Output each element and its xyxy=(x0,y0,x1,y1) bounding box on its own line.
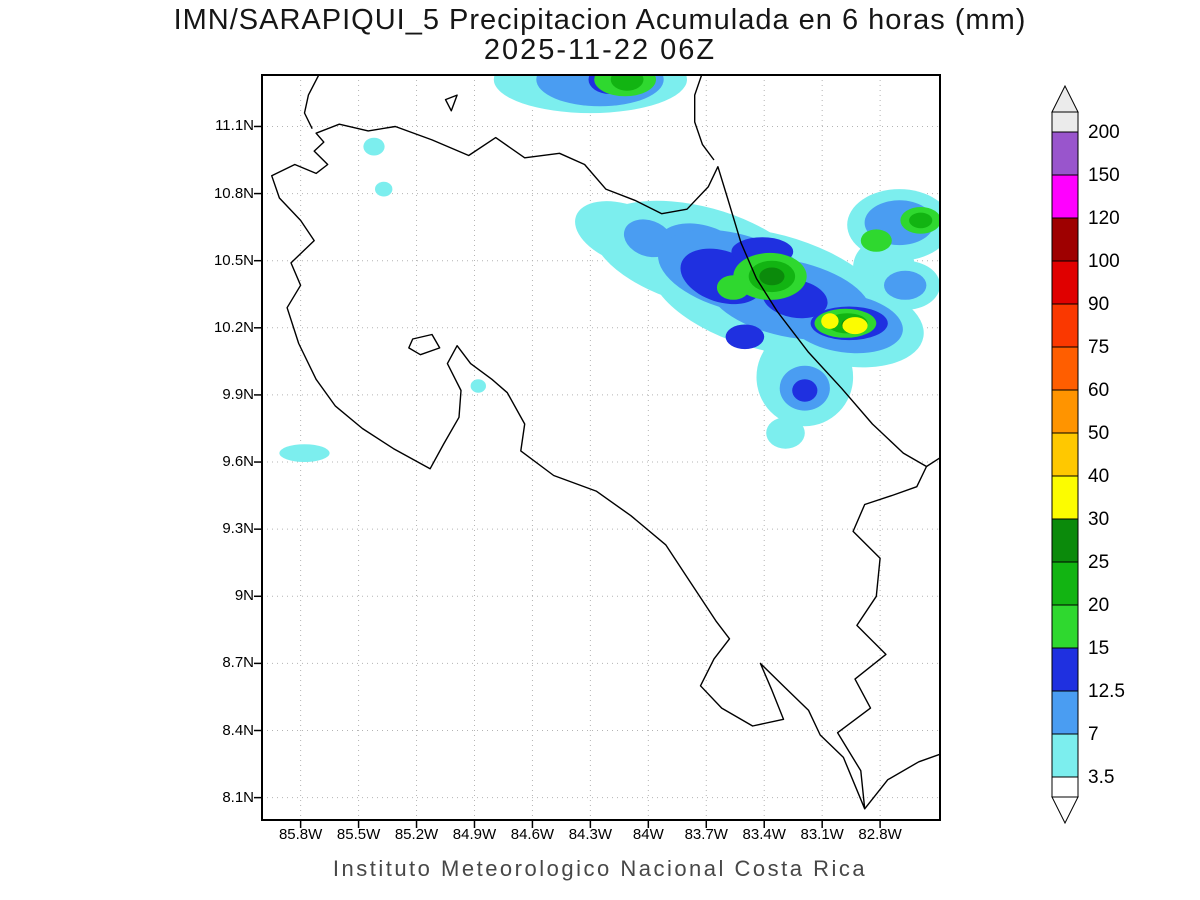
chart-subtitle-datetime: 2025-11-22 06Z xyxy=(483,34,717,66)
colorbar-band xyxy=(1051,690,1079,735)
precip-cell xyxy=(725,324,765,350)
panama-caribbean-coast xyxy=(926,456,940,468)
nicaragua-pacific-coast xyxy=(303,75,320,130)
colorbar-band xyxy=(1051,217,1079,262)
colorbar-label: 15 xyxy=(1088,638,1109,659)
x-tick-label: 83.1W xyxy=(800,826,844,843)
x-tick-label: 84.9W xyxy=(452,826,497,843)
colorbar-bottom-arrow xyxy=(1051,796,1079,825)
precip-cell xyxy=(884,270,927,300)
colorbar-label: 30 xyxy=(1088,509,1109,530)
precip-cell xyxy=(792,379,818,402)
colorbar-band xyxy=(1051,346,1079,391)
colorbar-label: 90 xyxy=(1088,294,1109,315)
colorbar-band xyxy=(1051,561,1079,606)
colorbar-label: 100 xyxy=(1088,251,1120,272)
nicaragua-caribbean-coast xyxy=(694,75,715,161)
colorbar-top-arrow xyxy=(1051,84,1079,113)
precip-cell xyxy=(470,379,486,393)
precip-cell xyxy=(759,267,785,286)
colorbar-band xyxy=(1051,518,1079,563)
precip-cell xyxy=(363,137,385,156)
precip-cell xyxy=(842,317,868,335)
precipitation-map xyxy=(254,74,941,828)
precip-cell xyxy=(375,181,393,197)
isla-chira xyxy=(408,333,441,356)
colorbar-label: 20 xyxy=(1088,595,1109,616)
y-tick-label: 9.3N xyxy=(222,520,254,538)
colorbar-band xyxy=(1051,389,1079,434)
colorbar-band xyxy=(1051,260,1079,305)
y-tick-label: 10.2N xyxy=(213,318,254,336)
x-tick-label: 85.5W xyxy=(336,826,381,843)
colorbar-label: 3.5 xyxy=(1088,767,1114,788)
precip-cell xyxy=(610,75,644,91)
isla-solentiname xyxy=(444,94,458,112)
y-tick-label: 9N xyxy=(234,587,254,605)
precip-cell xyxy=(860,229,892,252)
x-tick-label: 84W xyxy=(632,826,664,843)
map-plot-area xyxy=(254,74,941,828)
plot-frame xyxy=(261,74,941,821)
colorbar-band xyxy=(1051,604,1079,649)
y-tick-label: 8.7N xyxy=(222,654,254,672)
x-tick-label: 83.7W xyxy=(684,826,728,843)
colorbar-band xyxy=(1051,432,1079,477)
x-tick-label: 85.8W xyxy=(278,826,323,843)
precip-cell xyxy=(766,417,805,449)
colorbar-label: 150 xyxy=(1088,165,1120,186)
precip-cell xyxy=(821,313,839,329)
y-tick-label: 11.1N xyxy=(215,117,254,135)
y-tick-label: 10.8N xyxy=(213,184,254,202)
colorbar: 200 150 120 100 90 75 60 50 40 30 25 20 15 12.5 7 3.5 xyxy=(1051,84,1125,825)
colorbar-band xyxy=(1051,174,1079,219)
chart-title: IMN/SARAPIQUI_5 Precipitacion Acumulada … xyxy=(173,4,1027,36)
colorbar-label: 200 xyxy=(1088,122,1120,143)
colorbar-label: 40 xyxy=(1088,466,1109,487)
colorbar-label: 25 xyxy=(1088,552,1109,573)
precip-cell xyxy=(279,444,330,462)
colorbar-band xyxy=(1051,647,1079,692)
x-tick-label: 82.8W xyxy=(858,826,902,843)
panama-pacific-coast xyxy=(864,753,940,810)
colorbar-label: 60 xyxy=(1088,380,1109,401)
x-tick-label: 83.4W xyxy=(742,826,786,843)
colorbar-label: 120 xyxy=(1088,208,1120,229)
x-tick-label: 84.6W xyxy=(510,826,555,843)
x-tick-label: 84.3W xyxy=(568,826,613,843)
colorbar-band xyxy=(1051,131,1079,176)
colorbar-band-over xyxy=(1051,111,1079,133)
colorbar-band-under xyxy=(1051,776,1079,798)
colorbar-label: 50 xyxy=(1088,423,1109,444)
precip-cell xyxy=(716,275,750,300)
colorbar-label: 7 xyxy=(1088,724,1099,745)
colorbar-label: 12.5 xyxy=(1088,681,1125,702)
y-tick-label: 8.4N xyxy=(222,721,254,739)
colorbar-band xyxy=(1051,303,1079,348)
y-tick-label: 9.9N xyxy=(222,385,254,403)
y-tick-label: 9.6N xyxy=(222,453,254,471)
colorbar-band xyxy=(1051,733,1079,778)
x-tick-label: 85.2W xyxy=(394,826,439,843)
y-tick-label: 8.1N xyxy=(222,788,254,806)
precip-cell xyxy=(909,212,933,229)
chart-footer: Instituto Meteorologico Nacional Costa R… xyxy=(332,856,868,881)
colorbar-band xyxy=(1051,475,1079,520)
costa-rica-coastline xyxy=(271,123,928,810)
colorbar-label: 75 xyxy=(1088,337,1109,358)
y-tick-label: 10.5N xyxy=(213,251,254,269)
